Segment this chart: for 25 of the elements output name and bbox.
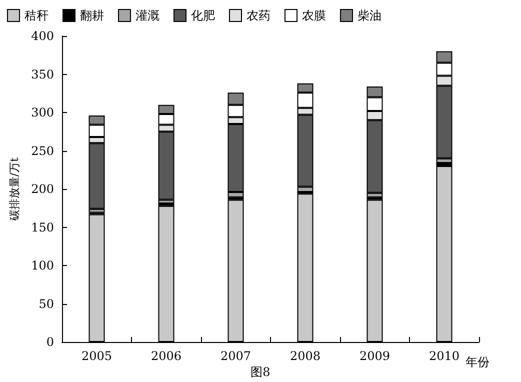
y-tick-label: 200 [31, 182, 54, 196]
x-tick-label: 2008 [290, 349, 321, 363]
x-tick-label: 2010 [428, 349, 460, 363]
y-tick-label: 250 [31, 144, 54, 158]
x-tick-label: 2007 [220, 349, 252, 363]
x-axis-title: 年份 [465, 355, 490, 369]
legend-label: 秸秆 [24, 8, 48, 22]
y-axis-title: 碳排放量/万t [8, 156, 22, 222]
legend-label: 灌溉 [136, 8, 160, 22]
legend-label: 农药 [246, 8, 270, 22]
legend-label: 农膜 [302, 8, 326, 22]
y-tick-label: 400 [31, 29, 54, 43]
legend-label: 柴油 [358, 8, 382, 22]
y-tick-label: 50 [38, 296, 54, 311]
caption: 图8 [250, 365, 270, 379]
x-tick-label: 2005 [81, 349, 112, 363]
y-tick-label: 350 [31, 67, 54, 82]
legend-label: 化肥 [191, 8, 215, 22]
x-tick-label: 2009 [359, 349, 390, 363]
legend-label: 翻耕 [80, 8, 104, 22]
y-tick-label: 100 [31, 258, 54, 272]
y-tick-label: 150 [31, 220, 54, 234]
y-tick-label: 0 [46, 335, 54, 349]
y-tick-label: 300 [31, 106, 54, 120]
x-tick-label: 2006 [150, 349, 182, 363]
